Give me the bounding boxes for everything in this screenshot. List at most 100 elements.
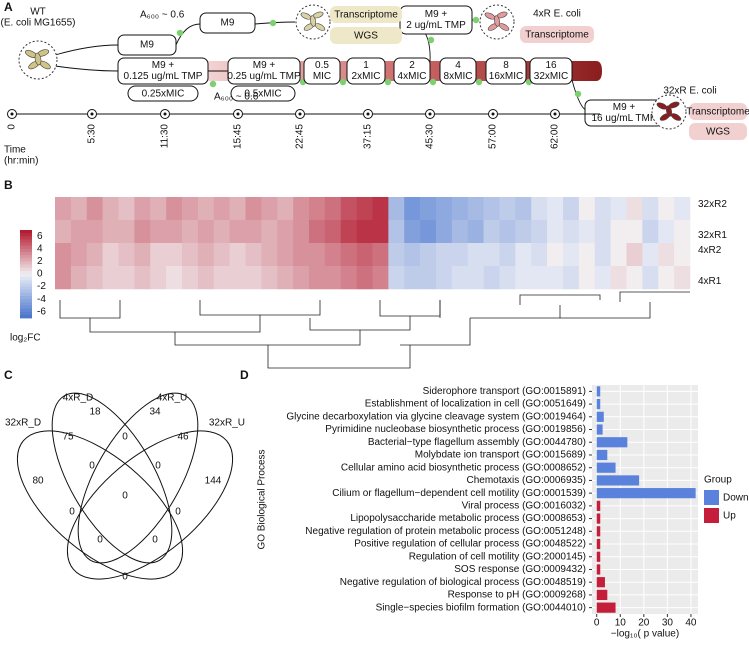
category-label: Glycine decarboxylation via glycine clea… [286,411,586,422]
box-text: 8xMIC [444,71,473,82]
category-label: Establishment of localization in cell (G… [365,399,586,410]
heatmap-cell [166,197,183,221]
transfer-dot [574,90,582,98]
heatmap-cell [642,197,659,221]
bar [596,577,605,588]
colorbar-step [20,267,32,272]
heatmap-cell [578,243,596,267]
heatmap-cell [213,266,230,290]
transfer-dot [176,29,184,37]
tag-text: Transcriptome [686,107,749,118]
venn-set [66,430,234,580]
heatmap-cell [594,266,611,290]
colorbar-step [20,314,32,319]
colorbar-step [20,248,32,253]
time-marker-dot [298,112,302,116]
heatmap-cell [70,266,88,290]
heatmap-cell [515,266,532,290]
bar [596,500,601,511]
time-label: 15:45 [233,124,244,149]
colorbar-step [20,299,32,303]
heatmap-cell [197,266,215,290]
heatmap-cell [261,197,278,221]
data-tag [330,27,402,44]
heatmap-cell [483,197,500,221]
bar [596,488,696,499]
x-tick-label: 30 [662,618,674,629]
time-label: 45:30 [425,124,436,149]
box-text: M9 + [152,60,175,71]
heatmap-cell [197,197,215,221]
condition-box [227,57,301,85]
box-text: 4xMIC [398,71,427,82]
heatmap-cell [356,197,373,221]
colorbar-label: 4 [37,243,43,254]
heatmap-cell [293,197,310,221]
category-label: Regulation of cell motility (GO:2000145) [409,551,586,562]
heatmap-cell [674,266,691,290]
box-text: 4 [455,60,461,71]
heatmap-cell [309,266,326,290]
condition-box [485,57,527,85]
colorbar-step [20,296,32,300]
region-count: 0 [97,535,103,546]
dendrogram [59,291,690,369]
time-marker-dot [366,112,370,116]
heatmap-cell [499,197,516,221]
bar [596,462,616,473]
row-label: 4xR2 [698,245,722,256]
heatmap-cell [642,220,659,244]
heatmap-cell [324,197,342,221]
box-text: 0.25 ug/mL TMP [227,71,301,82]
venn-set [16,430,184,580]
heatmap-cell [229,220,246,244]
region-count: 0 [89,461,95,472]
colorbar-label: 0 [37,269,43,280]
box-text: 32xMIC [534,71,568,82]
heatmap-cell [150,266,167,290]
heatmap-cell [324,243,342,267]
data-tag [689,103,747,120]
heatmap-cell [483,266,500,290]
heatmap-cell [182,266,199,290]
category-label: Siderophore transport (GO:0015891) [423,386,586,397]
colorbar-step [20,308,32,313]
condition-box [346,57,386,85]
heatmap-cell [356,220,373,244]
heatmap-cell [610,266,627,290]
heatmap-cell [467,197,484,221]
heatmap-cell [436,197,453,221]
region-count: 75 [62,432,74,443]
heatmap-cell [388,220,405,244]
connector [54,65,119,72]
panel-label: C [4,368,13,382]
region-count: 0 [175,507,181,518]
heatmap-cell [531,220,548,244]
heatmap-cell [102,243,119,267]
transfer-dot [269,19,277,27]
data-tag [689,123,747,140]
region-count: 0 [122,491,128,502]
colorbar-step [20,274,32,278]
colorbar-label: -4 [37,294,46,305]
heatmap-cell [213,197,230,221]
data-tag [520,26,594,43]
colorbar-step [20,252,32,256]
box-text: 2 ug/mL TMP [406,20,466,31]
x-tick-label: 10 [615,618,627,629]
heatmap-cell [102,197,119,221]
heatmap-cell [277,197,294,221]
heatmap-cell [166,243,183,267]
cell [34,52,42,66]
panel-label: D [240,368,249,382]
heatmap-cell [515,243,532,267]
category-label: Lipopolysaccharide metabolic process (GO… [350,513,586,524]
row-label: 4xR1 [698,276,722,287]
heatmap-cell [674,197,691,221]
heatmap-cell [340,243,357,267]
heatmap-cell [658,197,675,221]
heatmap-cell [197,220,215,244]
bar [596,513,601,524]
heatmap-cell [578,266,596,290]
box-text: 0.125 ug/mL TMP [124,71,203,82]
